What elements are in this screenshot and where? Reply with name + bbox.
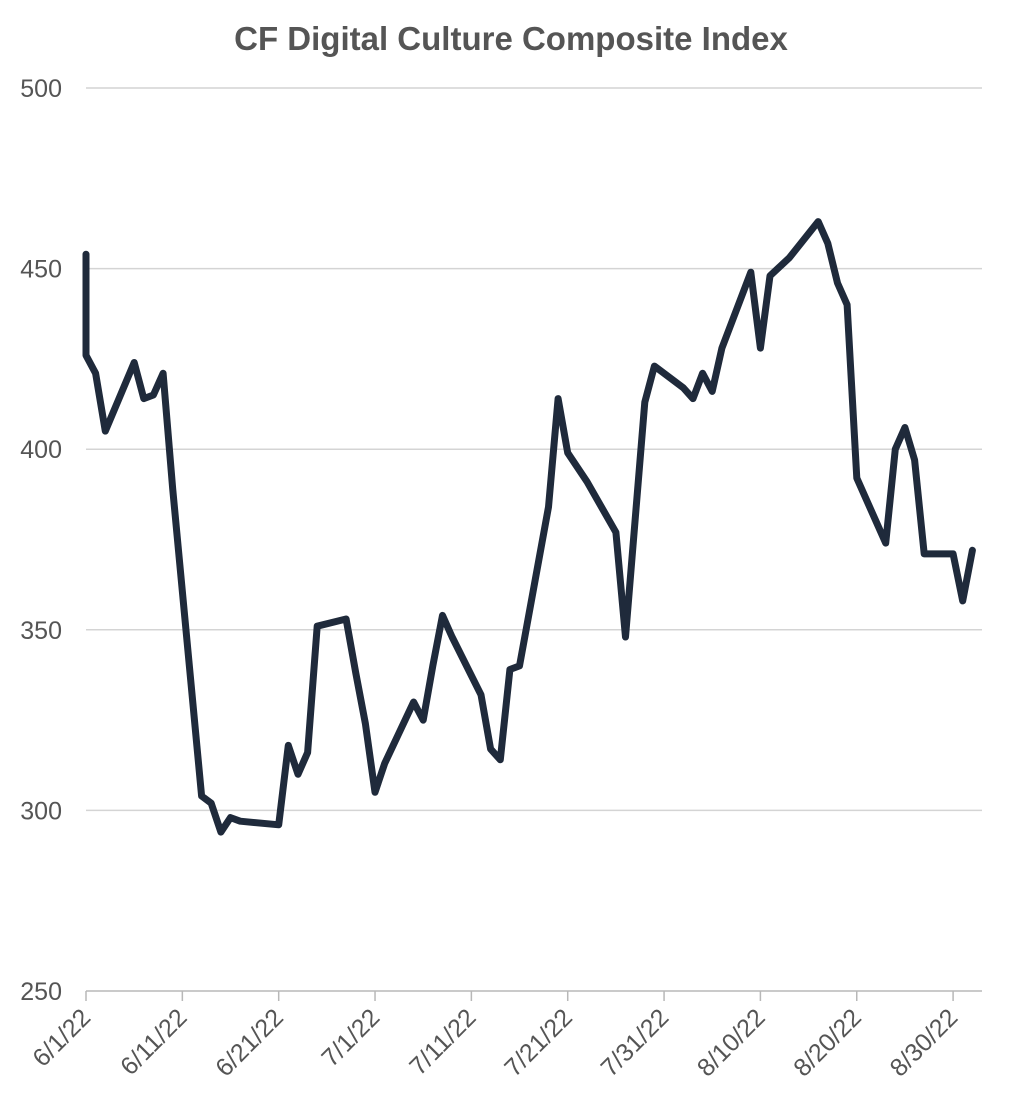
- x-tick-label: 6/1/22: [27, 1003, 96, 1072]
- y-tick-label: 300: [20, 797, 62, 825]
- y-tick-label: 450: [20, 256, 62, 284]
- x-axis-ticks: 6/1/22 6/11/22 6/21/22 7/1/22 7/11/22 7/21/22…: [27, 991, 963, 1082]
- y-tick-label: 250: [20, 978, 62, 1006]
- y-tick-label: 500: [20, 75, 62, 103]
- gridlines: [86, 87, 982, 992]
- x-tick-label: 8/20/22: [788, 1003, 867, 1082]
- x-tick-label: 7/1/22: [316, 1003, 385, 1072]
- y-tick-label: 350: [20, 617, 62, 645]
- y-axis-ticks: 500 450 400 350 300 250: [20, 75, 62, 1006]
- x-tick-label: 7/31/22: [596, 1003, 675, 1082]
- chart-title: CF Digital Culture Composite Index: [234, 20, 788, 57]
- x-tick-label: 7/11/22: [404, 1003, 481, 1080]
- x-tick-label: 6/21/22: [210, 1003, 289, 1082]
- x-tick-label: 6/11/22: [115, 1003, 192, 1080]
- series-layer: [82, 218, 976, 836]
- x-tick-label: 7/21/22: [499, 1003, 578, 1082]
- series-line: [82, 218, 976, 836]
- y-tick-label: 400: [20, 436, 62, 464]
- x-tick-label: 8/30/22: [885, 1003, 964, 1082]
- x-tick-label: 8/10/22: [692, 1003, 771, 1082]
